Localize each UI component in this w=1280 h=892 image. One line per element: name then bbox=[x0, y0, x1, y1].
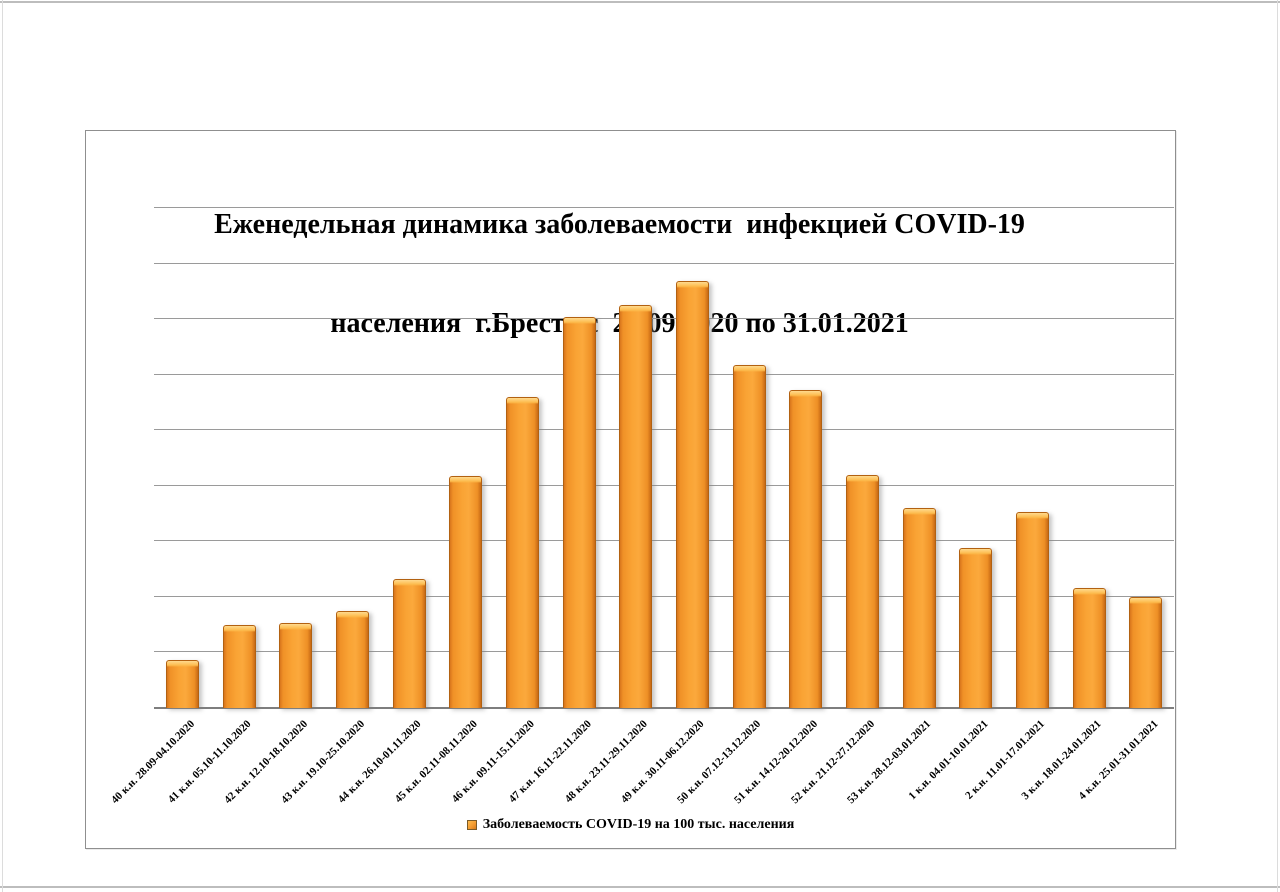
x-axis-line bbox=[154, 707, 1174, 709]
gridline bbox=[154, 595, 1174, 597]
gridline bbox=[154, 373, 1174, 375]
bar bbox=[562, 317, 596, 708]
gridline bbox=[154, 540, 1174, 542]
legend-marker-icon bbox=[466, 820, 477, 830]
legend: Заболеваемость COVID-19 на 100 тыс. насе… bbox=[86, 817, 1175, 833]
chart-title-line1: Еженедельная динамика заболеваемости инф… bbox=[214, 209, 1025, 240]
bar bbox=[619, 304, 653, 708]
bar bbox=[392, 579, 426, 708]
page-border-top bbox=[0, 1, 1280, 3]
bar bbox=[1015, 511, 1049, 708]
page-border-bottom bbox=[0, 886, 1280, 888]
gridline bbox=[154, 484, 1174, 486]
page-border-left bbox=[2, 0, 3, 892]
gridline bbox=[154, 318, 1174, 320]
bar bbox=[449, 476, 483, 708]
bar bbox=[845, 474, 879, 708]
bar bbox=[1129, 596, 1163, 708]
gridline bbox=[154, 207, 1174, 208]
bar bbox=[1072, 588, 1106, 708]
gridline bbox=[154, 262, 1174, 264]
bar bbox=[222, 624, 256, 708]
bar bbox=[279, 623, 313, 708]
bar bbox=[165, 660, 199, 708]
bar bbox=[675, 281, 709, 708]
gridline bbox=[154, 651, 1174, 653]
bar bbox=[902, 508, 936, 708]
bar bbox=[789, 390, 823, 708]
legend-label: Заболеваемость COVID-19 на 100 тыс. насе… bbox=[482, 817, 795, 832]
bar bbox=[335, 610, 369, 708]
chart-frame: Еженедельная динамика заболеваемости инф… bbox=[85, 130, 1176, 849]
bar bbox=[732, 365, 766, 708]
bar bbox=[505, 396, 539, 708]
gridline bbox=[154, 429, 1174, 431]
plot-area: 40 к.н. 28.09-04.10.2020 41 к.н. 05.10-11… bbox=[109, 207, 1174, 806]
bar bbox=[959, 548, 993, 708]
page-border-right bbox=[1277, 0, 1278, 892]
